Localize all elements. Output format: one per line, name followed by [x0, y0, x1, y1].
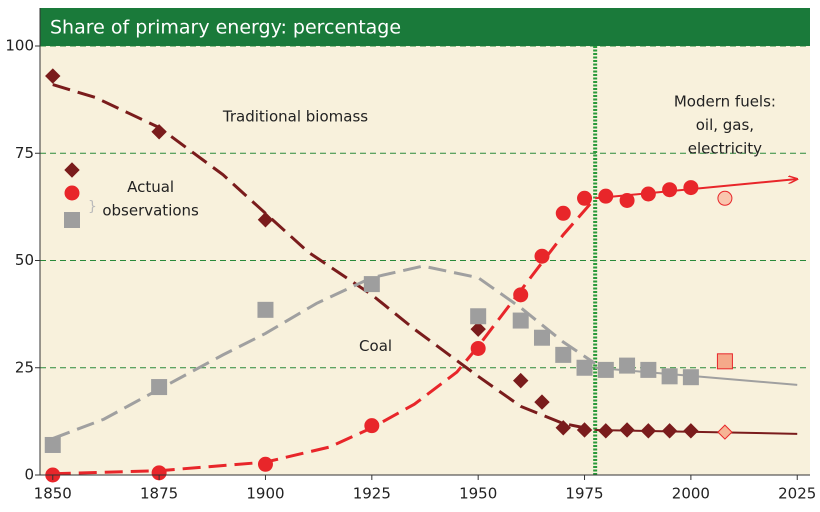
legend-marker [64, 185, 80, 201]
y-tick-label: 50 [15, 251, 34, 269]
diamond-marker [661, 423, 678, 439]
legend-brace: } [88, 199, 97, 215]
x-tick-label: 2025 [778, 485, 816, 503]
plot [44, 68, 797, 483]
square-marker [597, 361, 614, 378]
square-marker [44, 436, 61, 453]
circle-marker [619, 192, 635, 208]
x-tick-label: 1925 [353, 485, 391, 503]
annotation: Coal [359, 337, 392, 355]
x-tick-label: 1975 [565, 485, 603, 503]
diamond-marker [640, 423, 657, 439]
annotation: Modern fuels: [674, 92, 776, 110]
circle-marker [364, 418, 380, 434]
square-marker [555, 346, 572, 363]
circle-marker [577, 190, 593, 206]
square-marker [470, 308, 487, 325]
circle-marker [717, 190, 733, 206]
square-marker [640, 361, 657, 378]
square-marker [576, 359, 593, 376]
circle-marker [555, 205, 571, 221]
diamond-marker [619, 422, 635, 438]
chart-title: Share of primary energy: percentage [50, 17, 401, 39]
diamond-marker [257, 212, 274, 228]
x-tick-label: 2000 [672, 485, 710, 503]
circle-marker [683, 180, 699, 196]
annotation: oil, gas, [696, 116, 754, 134]
circle-marker [662, 182, 678, 198]
annotations: } Traditional biomass Coal Modern fuels: oil… [64, 92, 776, 355]
square-marker [363, 276, 380, 293]
diamond-marker [717, 424, 733, 440]
square-marker [512, 312, 529, 329]
square-marker [716, 353, 733, 370]
x-tick-label: 1875 [140, 485, 178, 503]
fit-line [52, 197, 597, 476]
square-marker [661, 368, 678, 385]
diamond-marker [576, 422, 593, 438]
fit-line [52, 83, 596, 432]
y-tick-label: 75 [15, 144, 34, 162]
circle-marker [640, 186, 656, 202]
square-marker [257, 301, 274, 318]
y-tick-label: 0 [24, 466, 34, 484]
circle-marker [598, 188, 614, 204]
square-marker [682, 369, 699, 386]
square-marker [619, 357, 636, 374]
circle-marker [470, 340, 486, 356]
annotation: observations [102, 202, 199, 220]
square-marker [533, 329, 550, 346]
annotation: Actual [127, 178, 174, 196]
legend-marker [64, 162, 80, 178]
diamond-marker [513, 372, 529, 389]
annotation: electricity [688, 139, 762, 157]
plot-background [40, 8, 810, 475]
square-marker [151, 379, 168, 396]
y-tick-label: 25 [15, 358, 34, 376]
circle-marker [513, 287, 529, 303]
circle-marker [257, 456, 273, 472]
diamond-marker [534, 394, 550, 410]
x-tick-label: 1850 [34, 485, 72, 503]
diamond-marker [45, 68, 61, 84]
diamond-marker [683, 423, 699, 439]
y-tick-label: 100 [5, 37, 34, 55]
diamond-marker [151, 124, 167, 140]
annotation: Traditional biomass [222, 107, 368, 125]
circle-marker [534, 248, 550, 264]
diamond-marker [470, 321, 486, 337]
x-tick-label: 1950 [459, 485, 497, 503]
legend-marker [64, 212, 80, 228]
diamond-marker [598, 423, 614, 439]
x-tick-label: 1900 [246, 485, 284, 503]
diamond-marker [555, 420, 571, 436]
title-bar [40, 8, 810, 46]
